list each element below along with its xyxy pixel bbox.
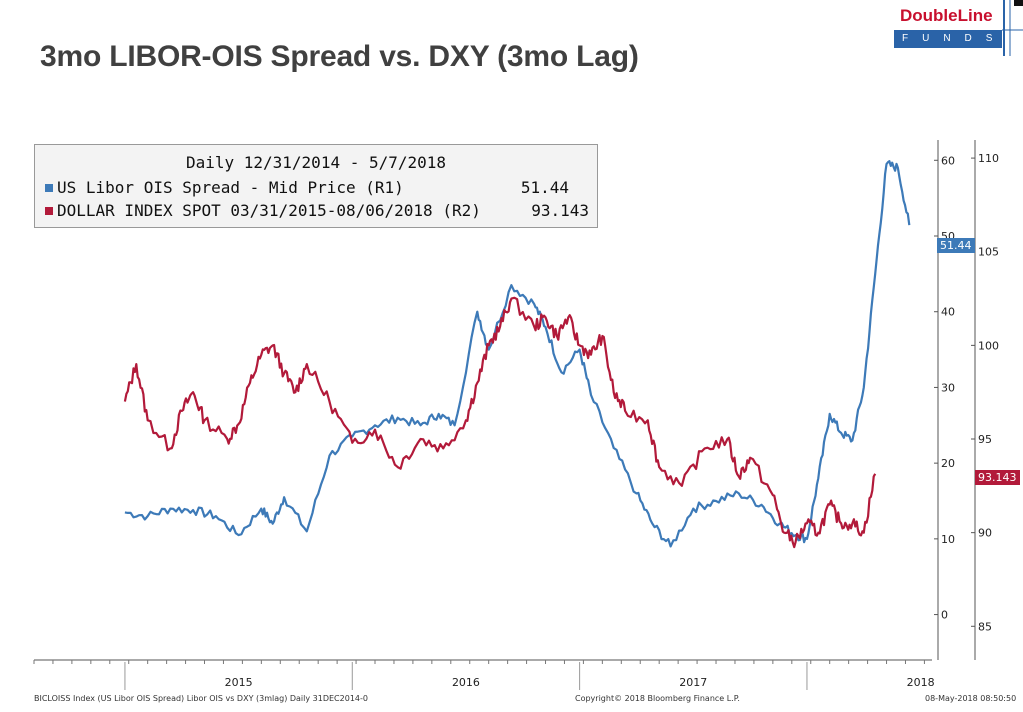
y-left-tick-label: 40 — [941, 306, 955, 319]
legend-label-libor: US Libor OIS Spread - Mid Price (R1) — [57, 178, 404, 197]
last-value-tag-libor: 51.44 — [937, 238, 975, 253]
legend-value-dxy: 93.143 — [531, 201, 589, 220]
legend-row-dxy: DOLLAR INDEX SPOT 03/31/2015-08/06/2018 … — [43, 201, 589, 221]
x-tick-label: 2017 — [679, 676, 707, 689]
y-right-tick-label: 85 — [978, 620, 992, 633]
footer-right: 08-May-2018 08:50:50 — [925, 694, 1016, 703]
y-right-tick-label: 105 — [978, 246, 999, 259]
x-tick-label: 2016 — [452, 676, 480, 689]
y-right-tick-label: 110 — [978, 152, 999, 165]
series-line-libor-ois — [124, 160, 911, 548]
chart-title: 3mo LIBOR-OIS Spread vs. DXY (3mo Lag) — [40, 40, 639, 73]
logo-top: DoubleLine — [892, 0, 1002, 30]
y-right-tick-label: 90 — [978, 527, 992, 540]
y-right-tick-label: 95 — [978, 433, 992, 446]
logo-funds: FUNDS — [902, 33, 1007, 44]
legend-row-libor: US Libor OIS Spread - Mid Price (R1) 51.… — [43, 178, 589, 198]
logo-bar — [894, 30, 1002, 48]
legend-swatch-red — [45, 207, 53, 215]
x-tick-label: 2015 — [225, 676, 253, 689]
legend-swatch-blue — [45, 184, 53, 192]
y-left-tick-label: 0 — [941, 609, 948, 622]
logo-grid-icon — [1002, 0, 1023, 56]
series-line-dxy — [123, 296, 877, 549]
legend-header: Daily 12/31/2014 - 5/7/2018 — [185, 153, 447, 172]
footer-left: BICLOISS Index (US Libor OIS Spread) Lib… — [34, 694, 368, 703]
chart-axes: 2015 2016 2017 2018010203040506085909510010… — [33, 140, 999, 690]
y-left-tick-label: 10 — [941, 533, 955, 546]
x-tick-label: 2018 — [907, 676, 935, 689]
logo-name: DoubleLine — [900, 6, 993, 25]
y-left-tick-label: 60 — [941, 154, 955, 167]
chart-series — [123, 160, 911, 549]
y-right-tick-label: 100 — [978, 339, 999, 352]
legend: Daily 12/31/2014 - 5/7/2018 US Libor OIS… — [34, 144, 598, 228]
doubleline-logo: DoubleLine FUNDS — [892, 0, 1023, 56]
y-left-tick-label: 30 — [941, 381, 955, 394]
last-value-tag-dxy: 93.143 — [975, 470, 1020, 485]
footer-center: Copyright© 2018 Bloomberg Finance L.P. — [575, 694, 740, 703]
legend-value-libor: 51.44 — [520, 178, 569, 197]
legend-label-dxy: DOLLAR INDEX SPOT 03/31/2015-08/06/2018 … — [57, 201, 481, 220]
y-left-tick-label: 20 — [941, 457, 955, 470]
